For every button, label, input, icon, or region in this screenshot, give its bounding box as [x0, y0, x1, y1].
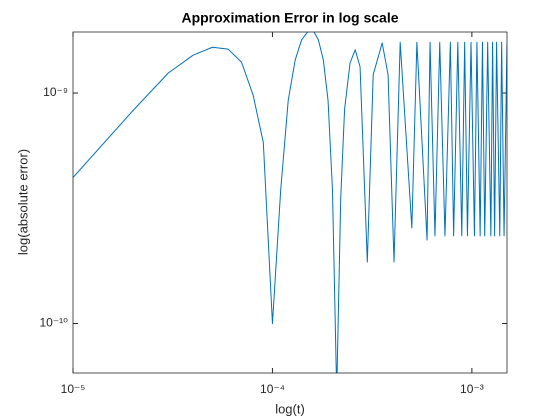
data-line: [73, 32, 507, 373]
chart-title: Approximation Error in log scale: [181, 10, 398, 26]
x-tick-label: 10⁻³: [460, 382, 484, 396]
x-tick-label: 10⁻⁴: [260, 382, 285, 396]
x-tick-label: 10⁻⁵: [61, 382, 86, 396]
x-axis-label: log(t): [275, 401, 305, 416]
y-tick-label: 10⁻¹⁰: [40, 316, 69, 330]
axes-box: [72, 31, 508, 374]
y-tick-label: 10⁻⁹: [43, 85, 68, 99]
y-axis-label: log(absolute error): [15, 149, 30, 255]
plot-area: [73, 32, 507, 373]
